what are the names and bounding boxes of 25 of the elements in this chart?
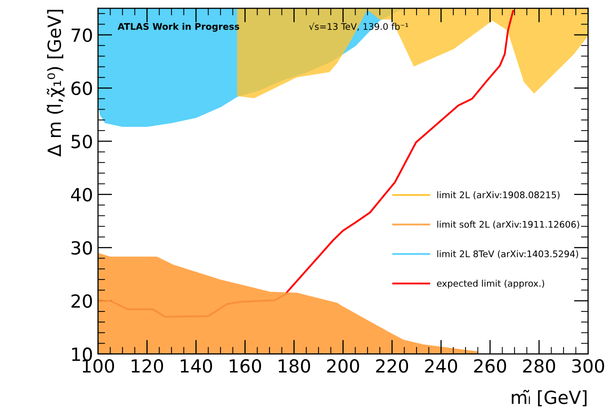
legend-label: limit 2L (arXiv:1908.08215)	[437, 191, 560, 200]
x-tick-label: 100	[82, 359, 114, 373]
y-tick-label: 50	[72, 134, 92, 148]
x-axis-title: mₗ̃ [GeV]	[512, 390, 587, 406]
x-tick-label: 120	[132, 359, 164, 373]
legend-label: expected limit (approx.)	[436, 280, 544, 289]
x-tick-label: 240	[425, 359, 458, 373]
x-tick-label: 260	[474, 359, 506, 373]
x-tick-label: 200	[327, 359, 360, 373]
x-tick-label: 300	[572, 359, 604, 373]
y-tick-label: 70	[72, 28, 92, 42]
x-tick-label: 280	[523, 359, 556, 373]
y-tick-label: 40	[71, 188, 92, 202]
y-axis-title: Δ m (l̃,χ̃₁⁰) [GeV]	[46, 10, 65, 157]
x-tick-label: 160	[230, 359, 262, 373]
x-tick-label: 140	[180, 359, 212, 373]
line-series	[98, 292, 288, 318]
y-tick-label: 30	[72, 241, 92, 255]
x-tick-label: 180	[278, 359, 310, 373]
y-tick-label: 60	[71, 82, 92, 96]
legend-label: limit 2L 8TeV (arXiv:1403.5294)	[437, 250, 578, 258]
y-tick-label: 10	[72, 347, 92, 362]
x-tick-label: 220	[376, 359, 408, 373]
y-tick-label: 20	[71, 294, 92, 308]
legend-label: limit soft 2L (arXiv:1911.12606)	[437, 220, 580, 229]
